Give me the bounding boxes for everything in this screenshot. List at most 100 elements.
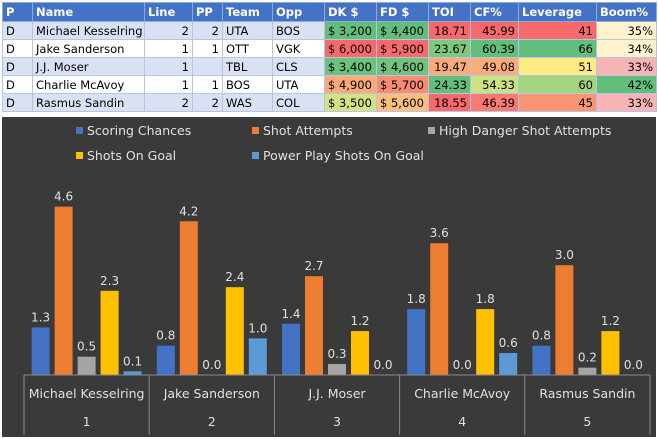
bar [123,371,142,375]
column-header: Opp [272,2,325,22]
cell-team: BOS [222,75,273,94]
bar [54,206,73,375]
legend-swatch [76,127,83,134]
table-row: D Rasmus Sandin 2 2 WAS COL $ 3,500 $ 5,600 18.5… [2,93,657,112]
column-header: Team [222,2,273,22]
cell-team: TBL [222,57,273,76]
data-label: 4.2 [179,204,198,218]
cell-dk: $ 4,900 [324,75,377,94]
column-header: Name [32,2,145,22]
data-label: 1.4 [281,307,300,321]
column-header: TOI [428,2,471,22]
legend-swatch [252,152,259,159]
legend-label: Shots On Goal [87,148,176,163]
bar [282,323,300,375]
cell-dk: $ 3,400 [324,57,377,76]
cell-boom: 34% [596,39,657,58]
cell-leverage: 66 [518,39,597,58]
cell-p: D [2,93,33,112]
legend-swatch [252,127,259,134]
cell-leverage: 51 [518,57,597,76]
cell-opp: COL [272,93,325,112]
cell-name: J.J. Moser [32,57,145,76]
cell-p: D [2,39,33,58]
bar [100,290,119,375]
column-header: Line [144,2,193,22]
cell-toi: 19.47 [428,57,471,76]
bar [430,243,449,375]
table-row: D Jake Sanderson 1 1 OTT VGK $ 6,000 $ 5,900 23.… [2,39,657,58]
cell-toi: 24.33 [428,75,471,94]
bar [601,331,620,375]
cell-p: D [2,75,33,94]
data-label: 0.0 [624,358,643,372]
column-header: Boom% [596,2,657,22]
cell-opp: VGK [272,39,325,58]
cell-pp: 1 [192,39,223,58]
cell-line: 1 [144,75,193,94]
data-label: 1.8 [407,292,426,306]
cell-toi: 18.55 [428,93,471,112]
cell-opp: UTA [272,75,325,94]
column-header: PP [192,2,223,22]
data-label: 2.7 [304,259,323,273]
cell-dk: $ 3,500 [324,93,377,112]
table-header-row: P Name Line PP Team Opp DK $ FD $ TOI CF% Leverage… [2,2,657,22]
cell-p: D [2,57,33,76]
data-label: 1.2 [601,314,620,328]
bar [532,345,551,375]
cell-line: 2 [144,21,193,40]
bar [578,367,597,375]
cell-line: 1 [144,39,193,58]
cell-name: Rasmus Sandin [32,93,145,112]
data-label: 3.0 [555,248,574,262]
data-label: 2.3 [100,274,119,288]
data-label: 0.6 [499,336,518,350]
category-label: Rasmus Sandin [539,386,635,401]
cell-name: Michael Kesselring [32,21,145,40]
cell-toi: 23.67 [428,39,471,58]
legend-swatch [428,127,435,134]
category-label: Charlie McAvoy [414,386,511,401]
cell-boom: 42% [596,75,657,94]
data-label: 0.1 [123,354,142,368]
bar [407,309,426,375]
data-label: 0.5 [77,340,96,354]
cell-leverage: 41 [518,21,597,40]
category-index-label: 3 [333,414,341,429]
legend-swatch [76,152,83,159]
data-label: 0.8 [156,329,175,343]
table-row: D Michael Kesselring 2 2 UTA BOS $ 3,200 $ 4,40… [2,21,657,40]
bar [351,331,369,375]
cell-line: 1 [144,57,193,76]
data-label: 0.8 [532,329,551,343]
column-header: DK $ [324,2,377,22]
data-label: 0.3 [327,347,346,361]
bar [476,309,495,375]
bar [305,276,323,375]
cell-fd: $ 5,900 [376,39,429,58]
data-label: 0.0 [202,358,221,372]
cell-name: Charlie McAvoy [32,75,145,94]
category-index-label: 2 [208,414,216,429]
cell-opp: BOS [272,21,325,40]
data-label: 1.0 [248,321,267,335]
bar [156,345,175,375]
cell-cf: 45.99 [470,21,519,40]
cell-boom: 33% [596,93,657,112]
cell-pp [192,57,223,76]
category-index-label: 4 [458,414,466,429]
bar-chart: Scoring Chances Shot Attempts High Danger … [2,117,656,437]
cell-line: 2 [144,93,193,112]
cell-opp: CLS [272,57,325,76]
category-label: Jake Sanderson [163,386,260,401]
data-label: 3.6 [430,226,449,240]
cell-fd: $ 5,700 [376,75,429,94]
cell-boom: 35% [596,21,657,40]
column-header: Leverage [518,2,597,22]
column-header: FD $ [376,2,429,22]
bar [31,327,50,375]
data-label: 2.4 [225,270,244,284]
column-header: CF% [470,2,519,22]
column-header: P [2,2,33,22]
